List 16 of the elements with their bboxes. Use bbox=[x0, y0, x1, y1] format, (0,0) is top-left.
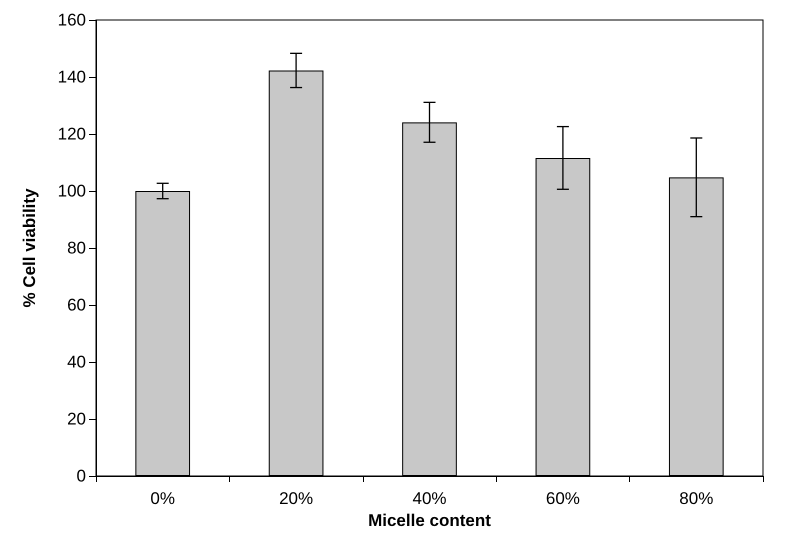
y-tick-label: 60 bbox=[67, 296, 86, 314]
x-tick-label: 0% bbox=[150, 489, 175, 508]
y-axis-title: % Cell viability bbox=[20, 188, 39, 308]
y-tick-label: 20 bbox=[67, 410, 86, 428]
x-axis-title: Micelle content bbox=[368, 510, 492, 530]
x-tick-label: 20% bbox=[279, 489, 314, 508]
y-tick-label: 120 bbox=[58, 124, 86, 144]
y-tick-label: 140 bbox=[58, 68, 86, 86]
y-tick-label: 40 bbox=[67, 352, 86, 372]
x-tick-label: 60% bbox=[546, 489, 580, 508]
y-tick-label: 160 bbox=[58, 10, 86, 30]
y-tick-label: 80 bbox=[67, 238, 86, 258]
y-tick-label: 100 bbox=[58, 182, 86, 200]
y-tick-label: 0 bbox=[76, 466, 86, 486]
x-tick-label: 80% bbox=[679, 489, 714, 508]
x-tick-label: 40% bbox=[412, 489, 447, 508]
